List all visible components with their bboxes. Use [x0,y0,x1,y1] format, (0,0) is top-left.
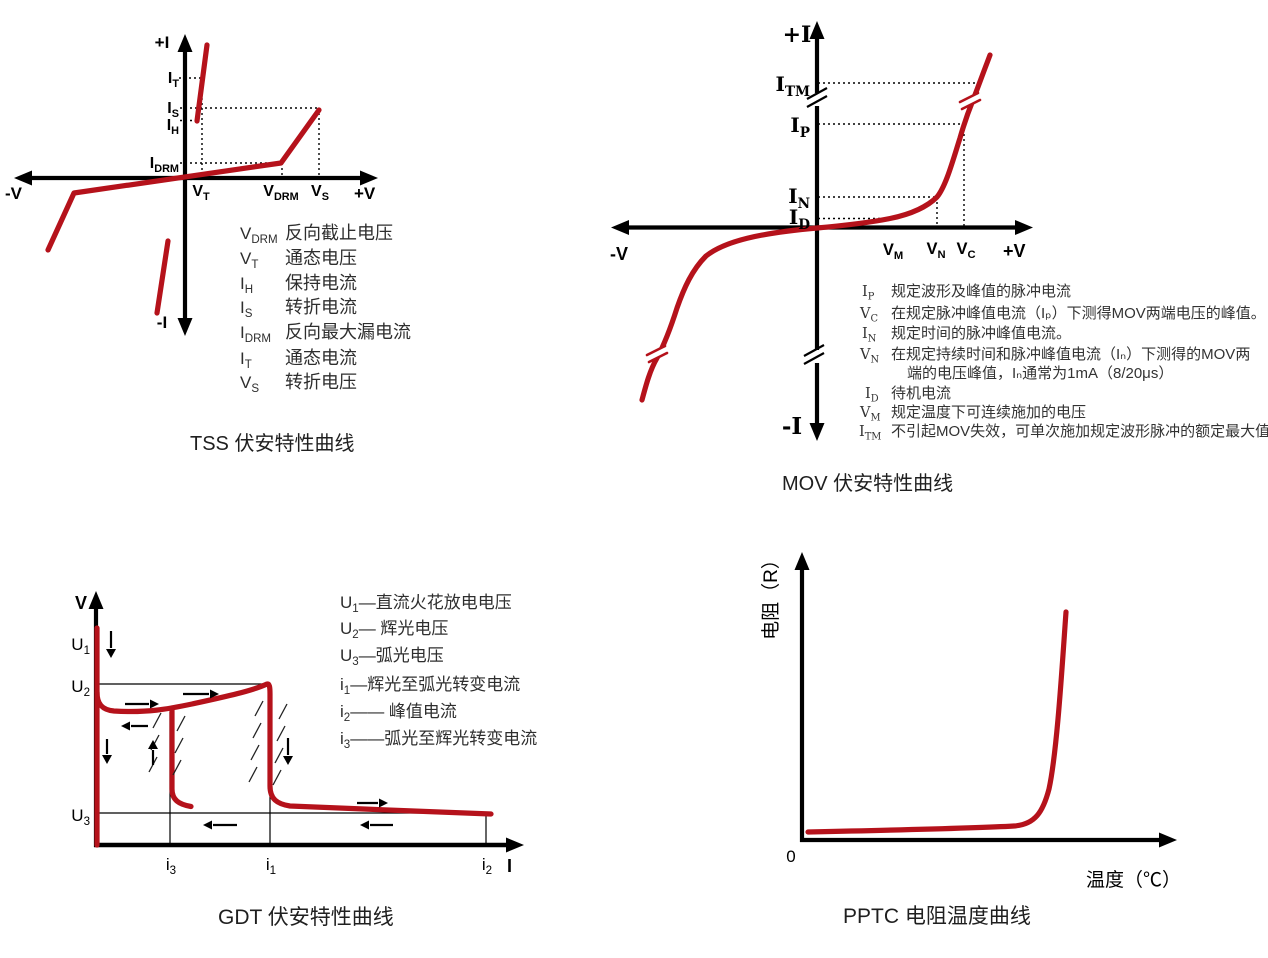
svg-text:转折电压: 转折电压 [285,372,357,392]
svg-text:ID: ID [789,205,810,233]
svg-text:待机电流: 待机电流 [891,385,951,402]
svg-text:VDRM: VDRM [263,183,298,203]
svg-text:通态电压: 通态电压 [285,248,357,268]
svg-text:通态电流: 通态电流 [285,348,357,368]
tss-legend: VDRM 反向截止电压 VT 通态电压 IH 保持电流 IS 转折电流 IDRM… [240,223,411,395]
tss-axes [14,34,378,336]
svg-text:U1—直流火花放电电压: U1—直流火花放电电压 [340,593,512,615]
svg-text:U2: U2 [71,677,90,699]
pptc-x-axis-label: 温度（℃） [1086,869,1181,891]
svg-text:IT: IT [168,70,179,90]
pptc-axes [794,552,1177,848]
svg-text:i3——弧光至辉光转变电流: i3——弧光至辉光转变电流 [340,729,537,751]
svg-text:U3: U3 [71,806,90,828]
svg-text:保持电流: 保持电流 [285,273,357,293]
svg-text:反向最大漏电流: 反向最大漏电流 [285,322,411,342]
svg-text:IP: IP [862,284,875,303]
svg-text:IT: IT [240,349,252,371]
svg-text:在规定脉冲峰值电流（Iₚ）下测得MOV两端电压的峰值。: 在规定脉冲峰值电流（Iₚ）下测得MOV两端电压的峰值。 [891,305,1266,322]
svg-text:IS: IS [240,298,253,320]
svg-text:VM: VM [883,241,903,262]
gdt-curve [94,625,494,848]
svg-text:IS: IS [167,100,179,120]
svg-text:U3—弧光电压: U3—弧光电压 [340,646,444,668]
svg-text:不引起MOV失效，可单次施加规定波形脉冲的额定最大值: 不引起MOV失效，可单次施加规定波形脉冲的额定最大值 [891,423,1268,440]
tss-axis-label-pos-v: +V [354,184,376,203]
svg-text:U2— 辉光电压: U2— 辉光电压 [340,619,448,641]
svg-text:规定时间的脉冲峰值电流。: 规定时间的脉冲峰值电流。 [891,325,1071,342]
gdt-legend: U1—直流火花放电电压 U2— 辉光电压 U3—弧光电压 i1—辉光至弧光转变电… [340,593,537,751]
svg-text:端的电压峰值，Iₙ通常为1mA（8/20μs）: 端的电压峰值，Iₙ通常为1mA（8/20μs） [907,365,1173,382]
svg-text:IN: IN [862,326,877,345]
mov-title: MOV 伏安特性曲线 [782,472,953,495]
mov-legend: IP 规定波形及峰值的脉冲电流 VC 在规定脉冲峰值电流（Iₚ）下测得MOV两端… [859,283,1268,443]
svg-text:i3: i3 [166,855,176,877]
pptc-origin-label: 0 [786,847,795,866]
tss-y-tick-labels: IT IS IH IDRM [150,70,180,175]
svg-text:i2—— 峰值电流: i2—— 峰值电流 [340,702,457,724]
svg-text:规定温度下可连续施加的电压: 规定温度下可连续施加的电压 [891,404,1086,421]
svg-text:VC: VC [956,240,975,261]
tss-axis-label-pos-i: +I [155,33,170,52]
svg-text:IDRM: IDRM [240,323,271,345]
svg-text:VS: VS [311,183,329,203]
tss-x-tick-labels: VT VDRM VS [192,183,329,203]
svg-text:VM: VM [859,405,881,424]
mov-axis-label-neg-v: -V [610,244,628,264]
svg-text:ITM: ITM [859,424,881,443]
mov-curve-break-marks [645,91,982,364]
tss-title: TSS 伏安特性曲线 [190,432,354,455]
svg-text:VT: VT [240,249,258,271]
mov-x-tick-labels: VM VN VC [883,240,976,262]
mov-axis-break-marks [803,87,828,365]
mov-diagram: +I -I -V +V ITM IP IN ID VM VN VC IP 规定波… [610,21,1268,495]
gdt-title: GDT 伏安特性曲线 [218,906,394,929]
svg-text:IH: IH [167,117,179,137]
pptc-y-axis-label: 电阻（R） [760,550,782,640]
svg-text:ITM: ITM [775,72,810,100]
svg-text:VC: VC [859,306,878,325]
mov-axis-label-pos-v: +V [1003,241,1026,261]
svg-text:反向截止电压: 反向截止电压 [285,223,393,243]
pptc-title: PPTC 电阻温度曲线 [843,905,1031,928]
svg-text:IP: IP [790,113,810,141]
mov-y-tick-labels: ITM IP IN ID [775,72,810,233]
svg-text:VN: VN [859,347,879,366]
tss-diagram: +I -I -V +V IT IS IH IDRM VT VDRM VS VDR… [5,33,411,455]
mov-dotted-guides [818,82,975,226]
svg-text:VS: VS [240,373,259,395]
mov-curve [639,52,993,403]
tss-axis-label-neg-v: -V [5,184,23,203]
tss-curve [45,42,322,316]
svg-text:VT: VT [192,183,210,203]
svg-text:转折电流: 转折电流 [285,297,357,317]
svg-text:ID: ID [865,386,879,405]
svg-text:U1: U1 [71,635,90,657]
mov-axis-label-pos-i: +I [783,22,812,48]
svg-text:VDRM: VDRM [240,224,278,246]
gdt-y-tick-labels: U1 U2 U3 [71,635,90,828]
svg-text:VN: VN [926,240,945,261]
svg-text:IDRM: IDRM [150,155,179,175]
gdt-axis-label-v: V [75,593,87,613]
mov-axis-label-neg-i: -I [782,413,802,440]
tss-axis-label-neg-i: -I [157,313,167,332]
gdt-direction-arrows [102,631,393,830]
svg-text:i1—辉光至弧光转变电流: i1—辉光至弧光转变电流 [340,675,520,697]
svg-text:IN: IN [788,184,810,212]
pptc-diagram: 电阻（R） 0 温度（℃） PPTC 电阻温度曲线 [760,550,1181,928]
gdt-diagram: V I U1 U2 U3 i3 i1 i2 U1—直流火花放电电压 U2— 辉光… [71,591,537,929]
svg-text:IH: IH [240,274,253,296]
pptc-curve [805,609,1069,835]
gdt-axis-label-i: I [507,856,512,876]
gdt-x-tick-labels: i3 i1 i2 [166,855,492,877]
svg-text:i2: i2 [482,855,492,877]
svg-text:在规定持续时间和脉冲峰值电流（Iₙ）下测得的MOV两: 在规定持续时间和脉冲峰值电流（Iₙ）下测得的MOV两 [891,346,1250,363]
svg-text:i1: i1 [266,855,276,877]
svg-text:规定波形及峰值的脉冲电流: 规定波形及峰值的脉冲电流 [891,283,1071,300]
